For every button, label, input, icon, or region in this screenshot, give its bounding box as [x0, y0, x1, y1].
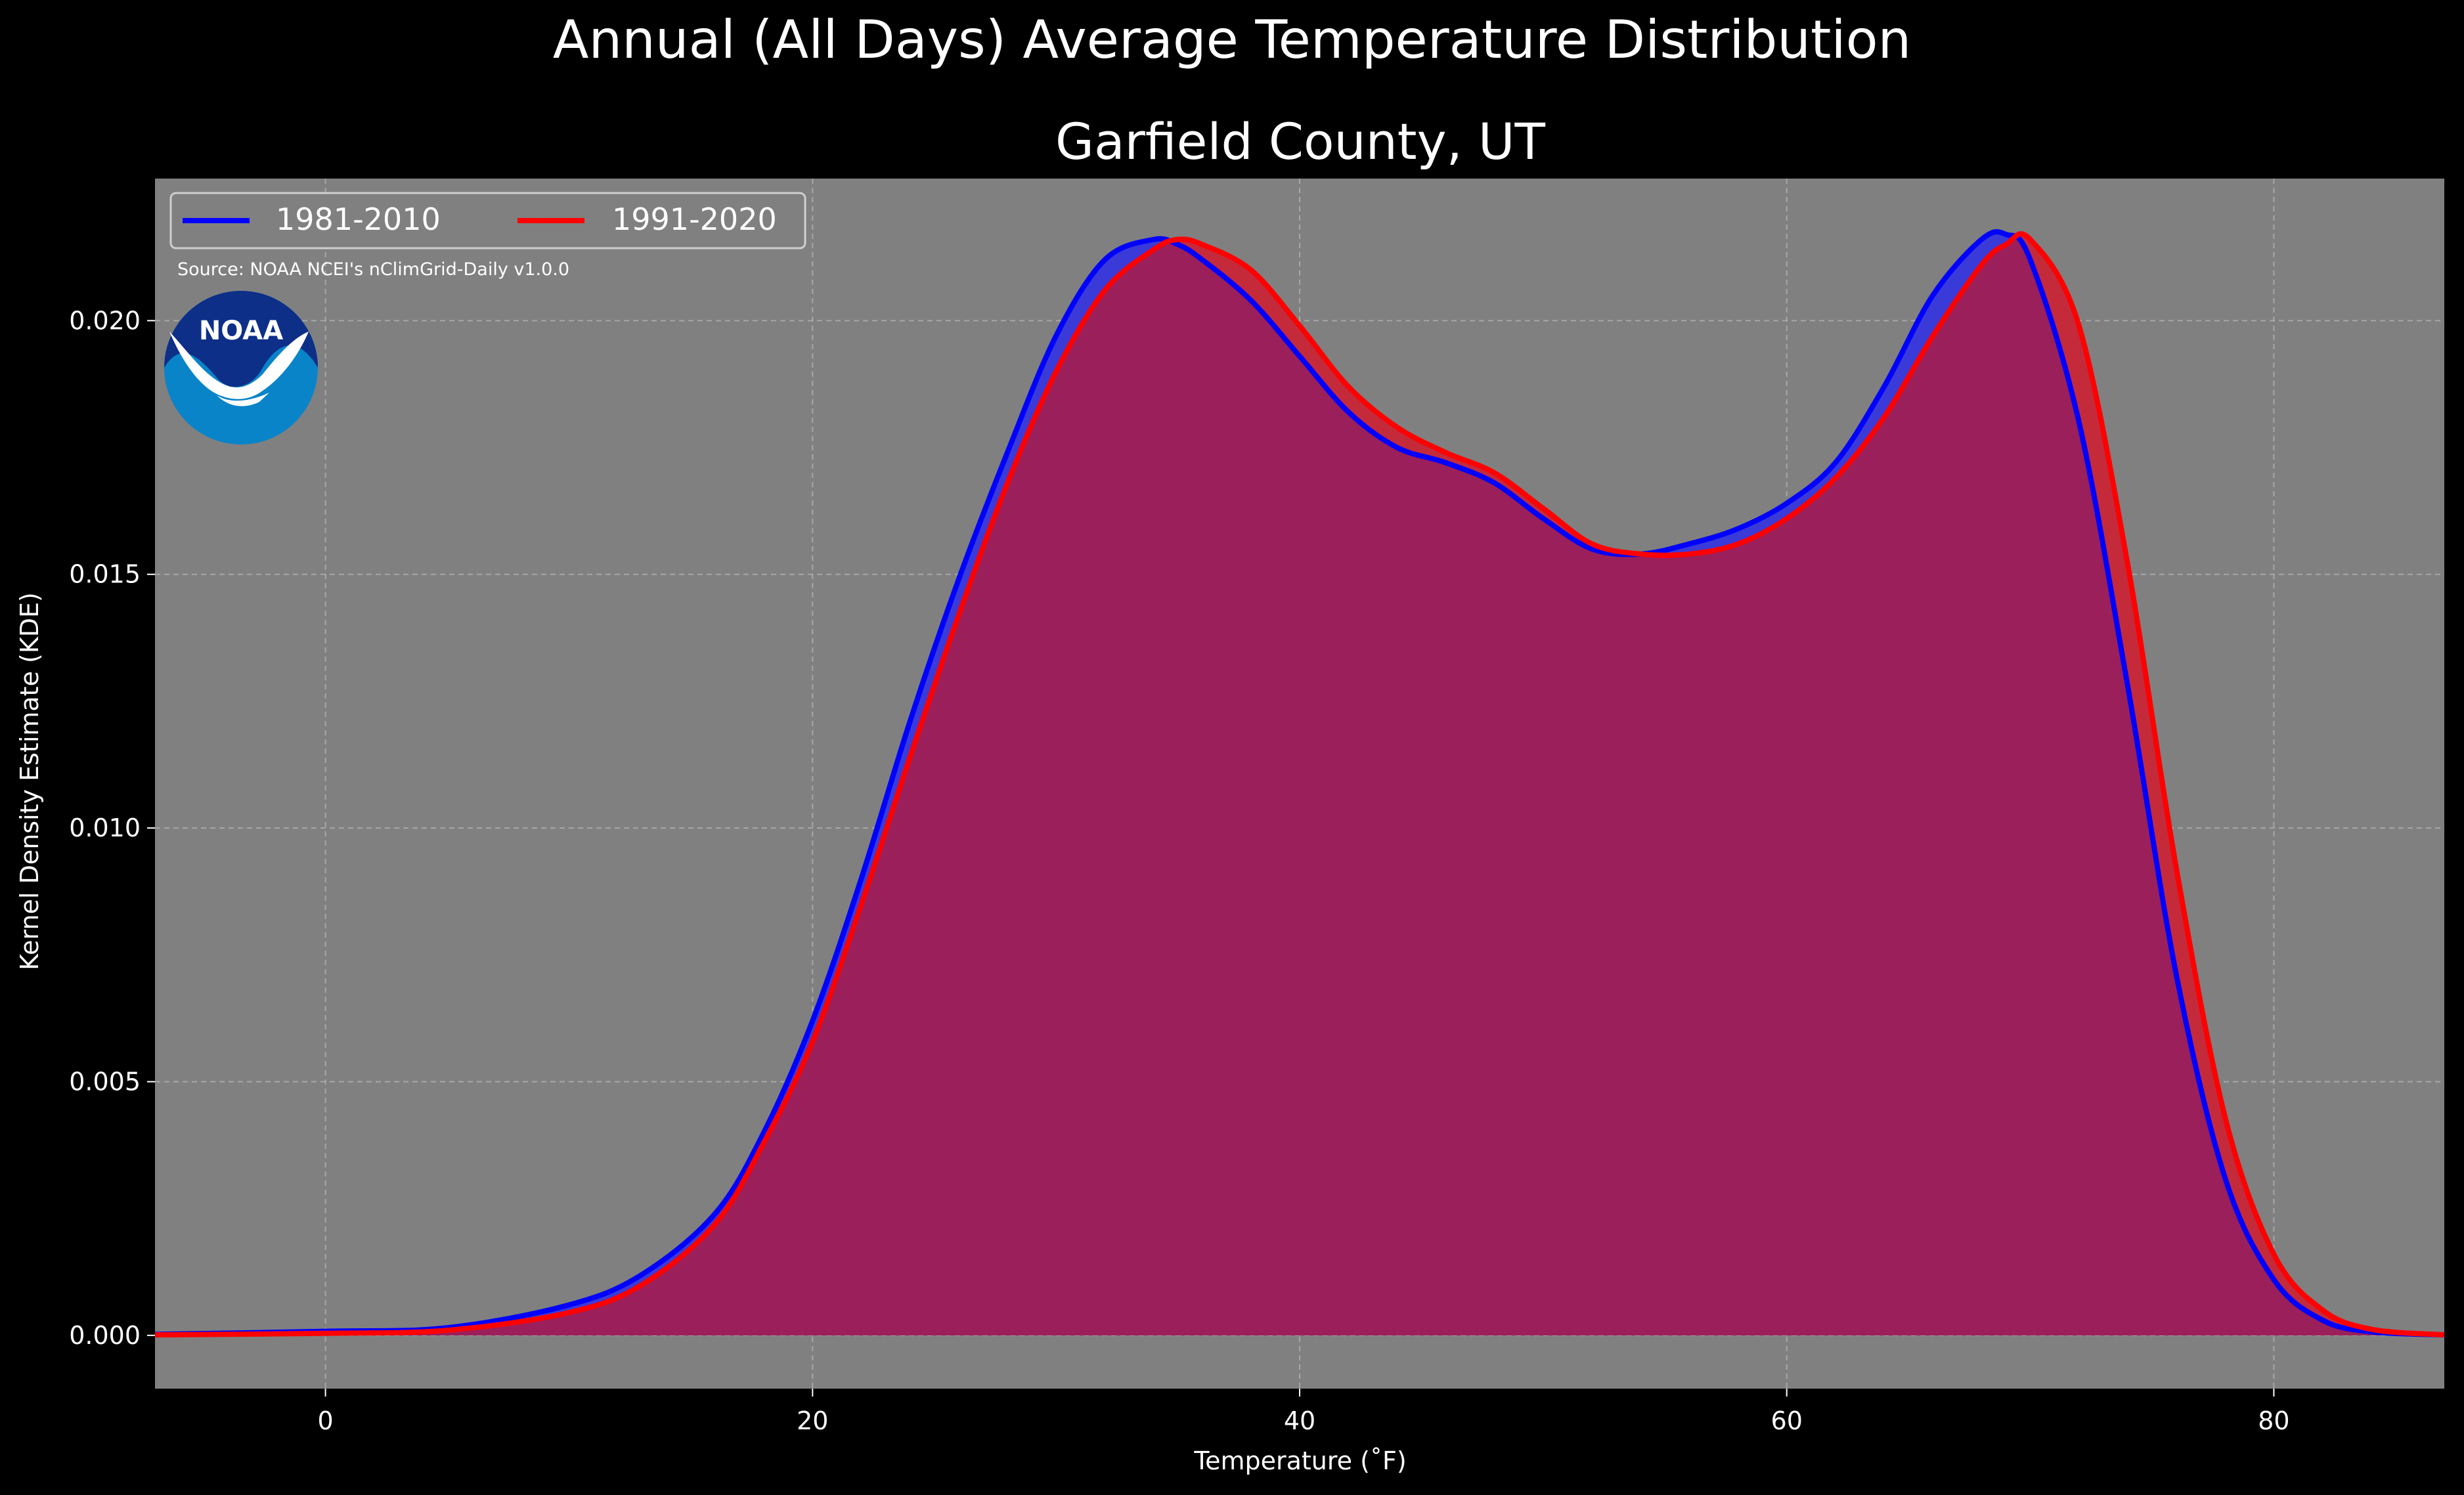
chart-subtitle: Garfield County, UT [1055, 112, 1545, 171]
legend-label-1981-2010: 1981-2010 [276, 202, 441, 237]
density-lines [154, 229, 2445, 1338]
y-tick-label: 0.005 [69, 1067, 141, 1096]
y-tick-label: 0.015 [69, 560, 141, 589]
noaa-logo-text: NOAA [199, 316, 283, 346]
x-tick-label: 80 [2258, 1406, 2289, 1435]
series-line-1991-2020 [154, 231, 2445, 1338]
chart-title: Annual (All Days) Average Temperature Di… [553, 9, 1911, 70]
x-tick-label: 20 [797, 1406, 828, 1435]
legend-box [169, 192, 806, 249]
axis-ticks: 0 20 40 60 80 0.000 0.005 0.010 0.015 0.020 [69, 306, 2289, 1435]
y-axis-label: Kernel Density Estimate (KDE) [15, 592, 44, 970]
noaa-logo: NOAA [164, 291, 318, 444]
density-fills [155, 232, 2444, 1335]
overlap-fill-group [155, 234, 2444, 1335]
y-tick-label: 0.020 [69, 306, 141, 335]
legend-label-1991-2020: 1991-2020 [612, 202, 777, 237]
x-tick-label: 40 [1284, 1406, 1315, 1435]
overlap-fill [155, 234, 2444, 1335]
legend: 1981-2010 1991-2020 [169, 192, 806, 249]
x-tick-label: 0 [318, 1406, 334, 1435]
y-tick-label: 0.010 [69, 813, 141, 842]
series-line-1981-2010 [154, 229, 2445, 1338]
x-tick-label: 60 [1771, 1406, 1803, 1435]
y-tick-label: 0.000 [69, 1321, 141, 1350]
source-note: Source: NOAA NCEI's nClimGrid-Daily v1.0… [177, 259, 569, 280]
x-axis-label: Temperature (˚F) [1193, 1446, 1406, 1475]
